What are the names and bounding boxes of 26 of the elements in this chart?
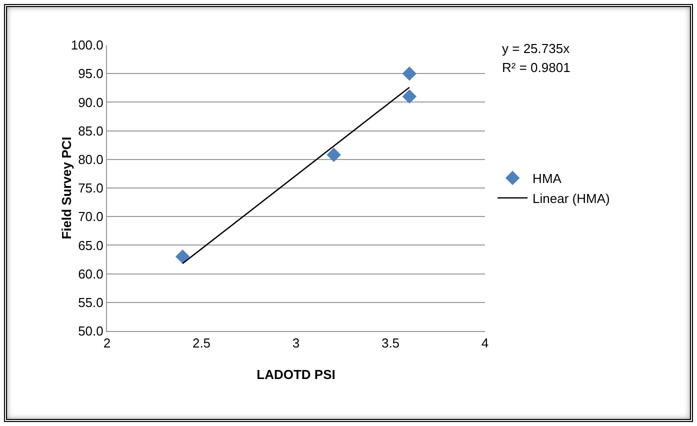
y-tick-label: 70.0 — [78, 209, 104, 224]
text: R² = 0.9801 — [502, 60, 570, 75]
y-tick-label: 60.0 — [78, 266, 104, 282]
point — [175, 249, 190, 264]
legend-label: Linear (HMA) — [532, 190, 610, 206]
y-tick-label: 80.0 — [78, 152, 104, 167]
y-tick-label: 65.0 — [78, 238, 104, 253]
point — [326, 148, 341, 162]
text: y = 25.735x — [502, 41, 570, 56]
legend-label: HMA — [532, 171, 562, 186]
y-tick-label: 90.0 — [78, 94, 104, 110]
y-tick-label: 75.0 — [78, 180, 104, 196]
y-tick-label: 85.0 — [78, 123, 104, 138]
y-tick-label: 50.0 — [78, 324, 104, 339]
x-tick-label: 4 — [481, 336, 489, 351]
x-axis-title: LADOTD PSI — [256, 367, 336, 382]
point — [402, 66, 417, 81]
x-tick-label: 2 — [103, 336, 111, 351]
y-tick-label: 95.0 — [78, 66, 104, 82]
x-tick-label: 3 — [292, 336, 300, 351]
x-tick-label: 2.5 — [192, 336, 211, 351]
x-tick-label: 3.5 — [381, 336, 400, 351]
y-tick-label: 55.0 — [78, 294, 104, 310]
y-tick-label: 100.0 — [70, 38, 104, 53]
y-axis-title: Field Survey PCI — [59, 136, 74, 240]
point — [402, 89, 417, 104]
